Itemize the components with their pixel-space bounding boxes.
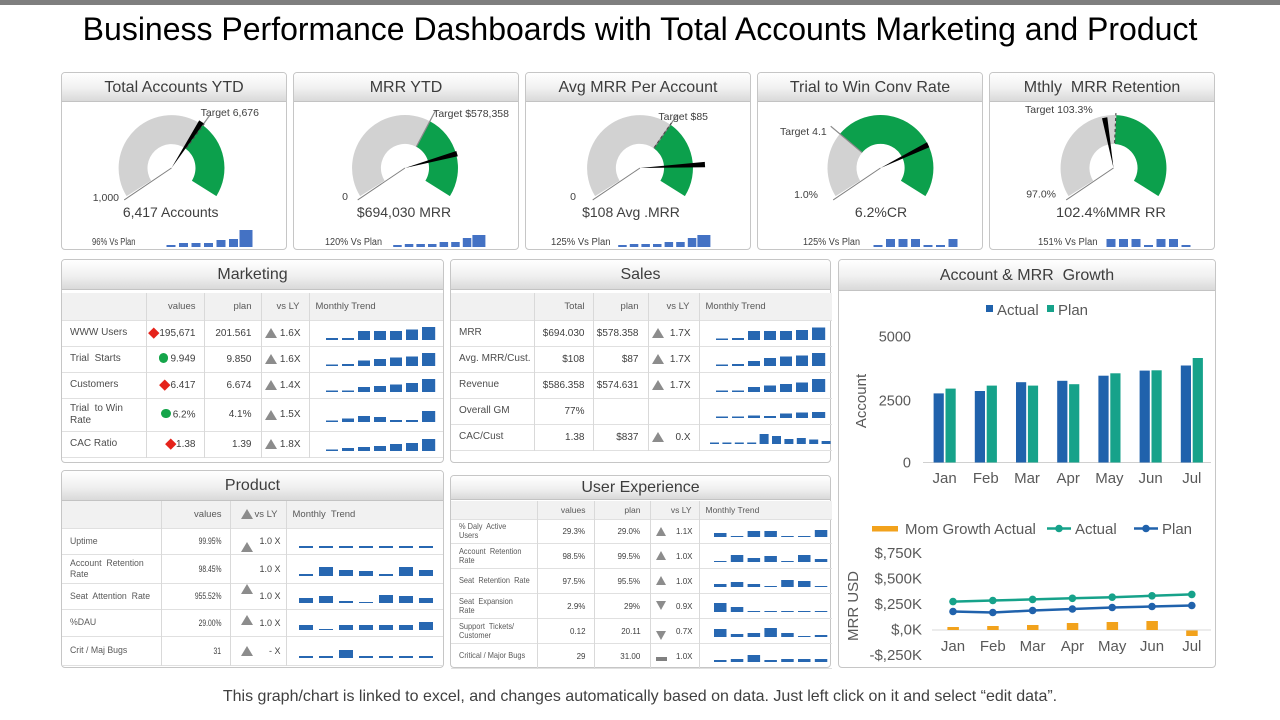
svg-text:$,0K: $,0K — [891, 622, 922, 639]
svg-text:Mar: Mar — [1020, 638, 1046, 655]
svg-text:Plan: Plan — [1058, 302, 1088, 319]
svg-text:Jul: Jul — [1182, 470, 1201, 487]
svg-text:151% Vs Plan: 151% Vs Plan — [1038, 237, 1098, 248]
svg-text:102.4%MMR RR: 102.4%MMR RR — [1056, 204, 1166, 220]
svg-text:1,000: 1,000 — [93, 192, 119, 204]
svg-text:Apr: Apr — [1057, 470, 1080, 487]
svg-text:Actual: Actual — [1075, 521, 1117, 538]
svg-text:Feb: Feb — [980, 638, 1006, 655]
svg-text:Account: Account — [853, 373, 870, 428]
svg-text:MRR USD: MRR USD — [845, 571, 862, 641]
svg-text:$,500K: $,500K — [874, 571, 922, 588]
svg-text:Jul: Jul — [1182, 638, 1201, 655]
svg-text:Plan: Plan — [1162, 521, 1192, 538]
svg-text:Mar: Mar — [1014, 470, 1040, 487]
svg-text:1.0%: 1.0% — [794, 189, 818, 201]
svg-text:0: 0 — [903, 456, 911, 472]
svg-text:6.2%CR: 6.2%CR — [855, 204, 907, 220]
svg-text:125% Vs Plan: 125% Vs Plan — [803, 237, 860, 248]
svg-text:2500: 2500 — [879, 394, 911, 410]
svg-text:5000: 5000 — [879, 330, 911, 346]
svg-text:125% Vs Plan: 125% Vs Plan — [551, 237, 611, 248]
svg-text:0: 0 — [570, 191, 576, 203]
svg-text:$,750K: $,750K — [874, 545, 922, 562]
svg-text:Target $578,358: Target $578,358 — [433, 108, 509, 120]
svg-text:Actual: Actual — [997, 302, 1039, 319]
svg-text:0: 0 — [342, 191, 348, 203]
svg-text:Target 6,676: Target 6,676 — [201, 107, 260, 119]
svg-text:-$,250K: -$,250K — [869, 647, 922, 664]
svg-text:Jan: Jan — [941, 638, 965, 655]
svg-text:$,250K: $,250K — [874, 596, 922, 613]
svg-text:$694,030 MRR: $694,030 MRR — [357, 204, 451, 220]
svg-text:97.0%: 97.0% — [1026, 189, 1056, 201]
svg-text:May: May — [1098, 638, 1127, 655]
svg-text:Feb: Feb — [973, 470, 999, 487]
svg-text:Target $85: Target $85 — [658, 111, 708, 123]
svg-text:6,417 Accounts: 6,417 Accounts — [123, 204, 219, 220]
svg-text:May: May — [1095, 470, 1124, 487]
svg-text:Apr: Apr — [1061, 638, 1084, 655]
svg-text:Jun: Jun — [1139, 470, 1163, 487]
svg-text:Target 4.1: Target 4.1 — [780, 126, 827, 138]
svg-text:Mom Growth Actual: Mom Growth Actual — [905, 521, 1036, 538]
svg-text:Jan: Jan — [933, 470, 957, 487]
svg-text:$108 Avg .MRR: $108 Avg .MRR — [582, 204, 680, 220]
svg-text:96% Vs Plan: 96% Vs Plan — [92, 237, 136, 248]
svg-text:120% Vs Plan: 120% Vs Plan — [325, 237, 382, 248]
svg-text:Target 103.3%: Target 103.3% — [1025, 104, 1093, 116]
svg-text:Jun: Jun — [1140, 638, 1164, 655]
